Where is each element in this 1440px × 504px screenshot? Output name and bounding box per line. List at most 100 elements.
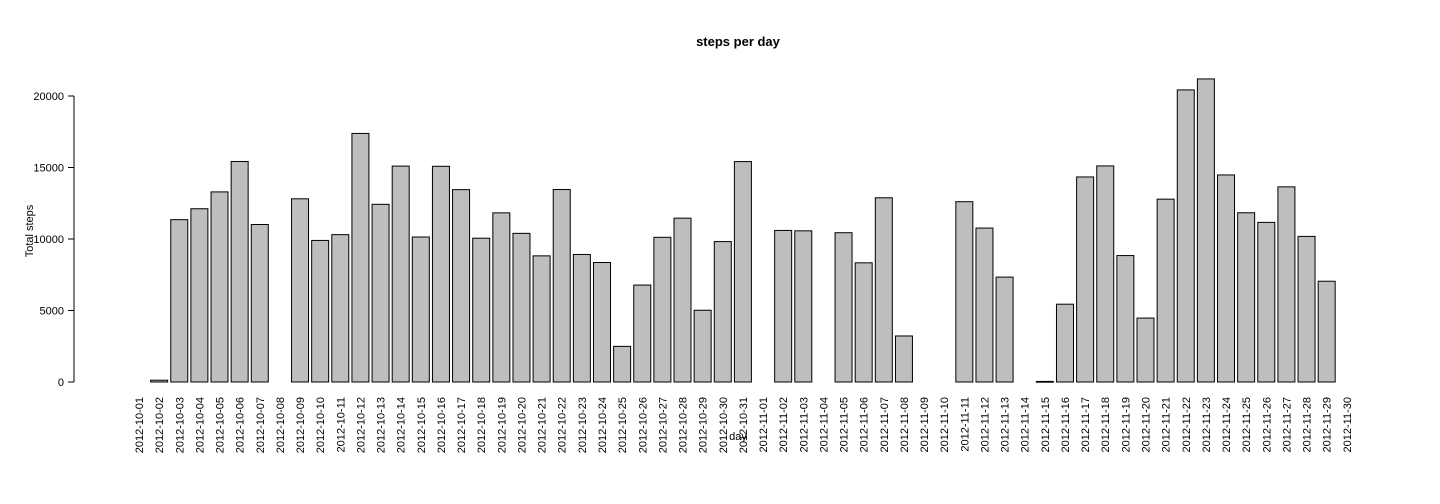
x-tick-label: 2012-10-19	[496, 397, 508, 453]
bar-2012-11-29	[1317, 280, 1336, 383]
x-tick-label: 2012-10-22	[557, 397, 569, 453]
x-tick-label: 2012-10-15	[416, 397, 428, 453]
x-tick-label: 2012-11-27	[1281, 397, 1293, 452]
bar-2012-11-08	[894, 335, 913, 383]
bar-2012-10-25	[613, 345, 632, 383]
x-tick-label: 2012-11-15	[1040, 397, 1052, 452]
bar-2012-10-28	[673, 217, 692, 383]
bar-2012-11-02	[774, 229, 793, 383]
x-tick-label: 2012-11-04	[818, 397, 830, 452]
x-tick-label: 2012-11-22	[1181, 397, 1193, 452]
x-tick-label: 2012-10-14	[396, 397, 408, 453]
bar-2012-11-19	[1116, 255, 1135, 383]
x-tick-label: 2012-11-13	[1000, 397, 1012, 452]
bar-2012-10-10	[311, 239, 330, 383]
x-tick-label: 2012-11-30	[1342, 397, 1354, 452]
bar-2012-10-15	[411, 236, 430, 383]
bar-2012-10-14	[391, 165, 410, 383]
x-tick-label: 2012-11-19	[1120, 397, 1132, 452]
bar-2012-10-11	[331, 234, 350, 383]
x-tick-label: 2012-10-31	[738, 397, 750, 453]
x-tick-label: 2012-10-12	[355, 397, 367, 453]
y-tick-label: 5000	[40, 306, 64, 318]
x-tick-label: 2012-11-12	[979, 397, 991, 452]
x-axis-tick-labels: 2012-10-01 2012-10-02 2012-10-03 2012-10-04…	[134, 397, 1354, 453]
x-tick-label: 2012-11-01	[758, 397, 770, 452]
bar-2012-11-16	[1055, 303, 1074, 383]
bar-2012-11-21	[1156, 198, 1175, 383]
bar-2012-10-04	[190, 208, 209, 383]
x-tick-label: 2012-10-30	[718, 397, 730, 453]
bar-2012-11-12	[975, 227, 994, 383]
x-tick-label: 2012-10-29	[698, 397, 710, 453]
y-tick-label: 10000	[33, 234, 64, 246]
bar-2012-11-26	[1257, 221, 1276, 383]
bar-2012-10-12	[351, 132, 370, 383]
bar-2012-10-13	[371, 203, 390, 383]
x-tick-label: 2012-10-27	[657, 397, 669, 453]
x-tick-label: 2012-11-24	[1221, 397, 1233, 452]
bar-2012-10-18	[472, 237, 491, 383]
bar-2012-11-25	[1237, 212, 1256, 383]
x-tick-label: 2012-11-16	[1060, 397, 1072, 452]
bar-2012-11-05	[834, 232, 853, 383]
bar-2012-10-29	[693, 309, 712, 383]
chart-title: steps per day	[696, 34, 781, 49]
x-tick-label: 2012-11-14	[1020, 397, 1032, 452]
bar-2012-11-07	[874, 197, 893, 383]
x-tick-label: 2012-10-28	[678, 397, 690, 453]
bar-2012-11-24	[1217, 174, 1236, 383]
x-tick-label: 2012-10-21	[537, 397, 549, 453]
bar-2012-10-05	[210, 191, 229, 383]
x-tick-label: 2012-10-18	[476, 397, 488, 453]
x-tick-label: 2012-11-11	[959, 397, 971, 452]
x-tick-label: 2012-11-25	[1241, 397, 1253, 452]
x-tick-label: 2012-10-04	[194, 397, 206, 453]
bar-2012-11-22	[1176, 89, 1195, 383]
bar-2012-10-23	[572, 253, 591, 383]
y-tick-label: 15000	[33, 163, 64, 175]
x-tick-label: 2012-10-16	[436, 397, 448, 453]
bar-2012-11-11	[955, 201, 974, 383]
x-tick-label: 2012-10-25	[617, 397, 629, 453]
x-tick-label: 2012-10-01	[134, 397, 146, 453]
x-tick-label: 2012-11-18	[1100, 397, 1112, 452]
x-tick-label: 2012-10-03	[174, 397, 186, 453]
bar-2012-11-15	[1035, 380, 1054, 383]
bar-2012-10-20	[512, 232, 531, 383]
bar-2012-10-27	[653, 236, 672, 383]
y-axis: 0 5000 10000 15000 20000	[33, 91, 75, 389]
bar-2012-11-27	[1277, 186, 1296, 383]
x-tick-label: 2012-10-11	[335, 397, 347, 452]
bar-2012-11-23	[1196, 78, 1215, 383]
x-tick-label: 2012-11-08	[899, 397, 911, 452]
bar-2012-10-16	[431, 165, 450, 383]
x-tick-label: 2012-10-26	[637, 397, 649, 453]
bar-2012-11-13	[995, 276, 1014, 383]
x-tick-label: 2012-11-28	[1302, 397, 1314, 452]
bar-2012-10-07	[250, 223, 269, 383]
bar-2012-10-24	[592, 262, 611, 383]
x-tick-label: 2012-11-02	[778, 397, 790, 452]
x-tick-label: 2012-10-17	[456, 397, 468, 453]
x-tick-label: 2012-11-07	[879, 397, 891, 452]
bar-2012-11-20	[1136, 317, 1155, 383]
bar-2012-11-17	[1076, 176, 1095, 383]
x-tick-label: 2012-11-17	[1080, 397, 1092, 452]
y-tick-label: 20000	[33, 91, 64, 103]
x-tick-label: 2012-10-10	[315, 397, 327, 453]
x-tick-label: 2012-11-23	[1201, 397, 1213, 452]
x-tick-label: 2012-11-03	[798, 397, 810, 452]
bar-2012-10-03	[170, 219, 189, 383]
x-tick-label: 2012-10-06	[235, 397, 247, 453]
x-tick-label: 2012-11-06	[859, 397, 871, 452]
x-tick-label: 2012-10-24	[597, 397, 609, 453]
bars	[150, 78, 1336, 383]
x-tick-label: 2012-11-26	[1261, 397, 1273, 452]
x-tick-label: 2012-11-05	[839, 397, 851, 452]
bar-2012-10-31	[733, 161, 752, 383]
bar-2012-11-06	[854, 262, 873, 383]
x-tick-label: 2012-10-08	[275, 397, 287, 453]
bar-2012-10-21	[532, 255, 551, 383]
